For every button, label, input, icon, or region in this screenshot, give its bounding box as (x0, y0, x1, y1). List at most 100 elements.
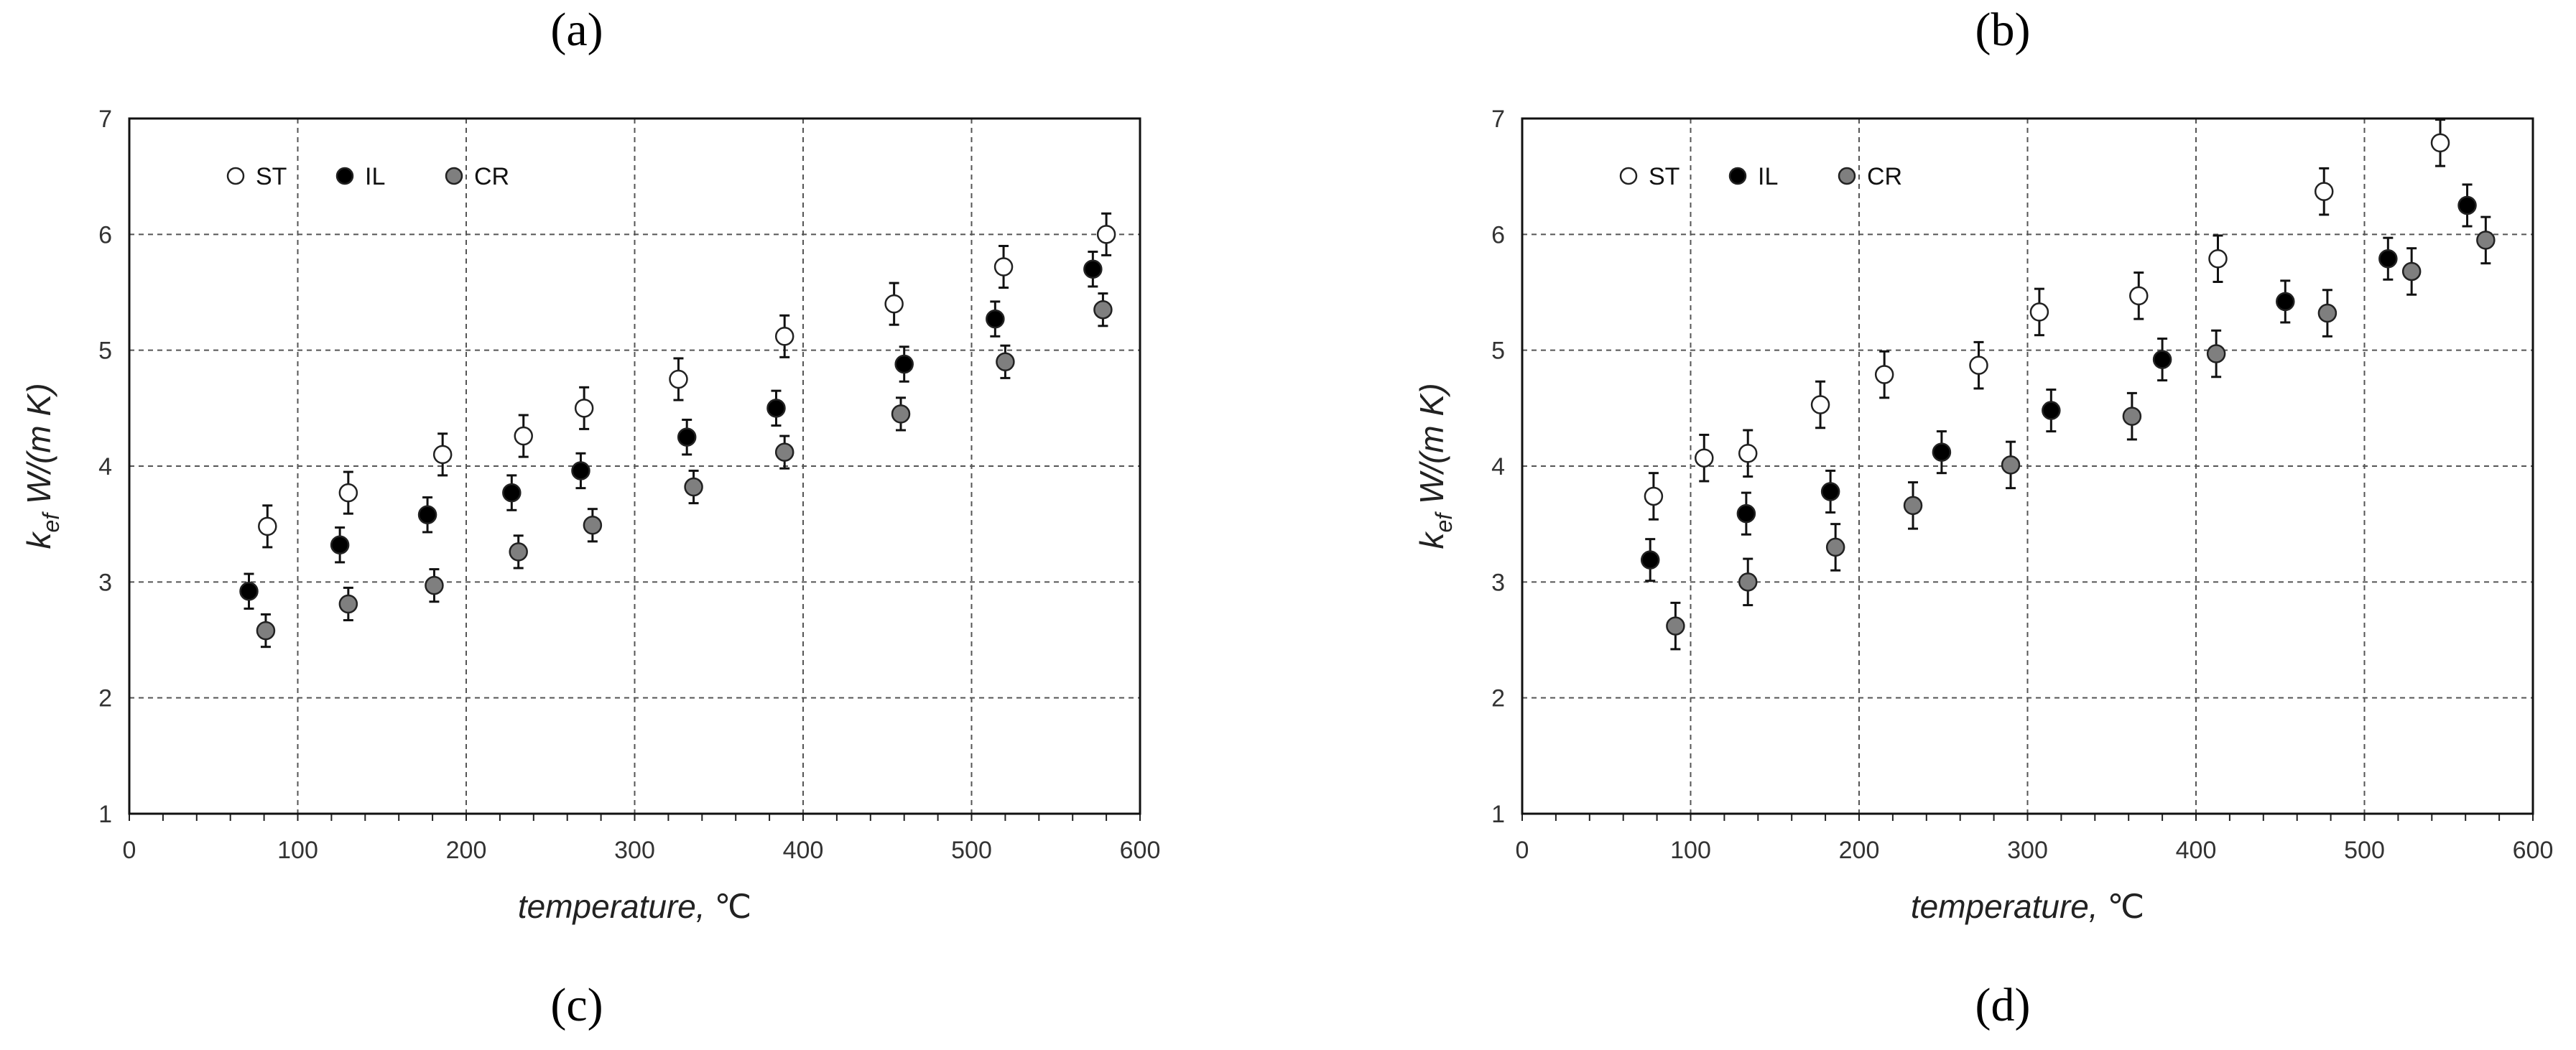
x-tick-label: 400 (783, 837, 824, 864)
data-point-cr (891, 404, 911, 424)
data-point-st (2430, 133, 2450, 153)
series-il (239, 251, 1103, 610)
x-tick-label: 0 (123, 837, 136, 864)
y-tick-label: 7 (1491, 106, 1505, 133)
legend-marker-cr (445, 167, 463, 185)
data-point-st (258, 516, 277, 536)
data-point-il (571, 461, 590, 480)
data-point-st (669, 369, 688, 389)
data-point-cr (256, 621, 276, 641)
data-point-cr (338, 594, 358, 614)
data-point-st (574, 399, 594, 418)
y-tick-label: 5 (1491, 338, 1505, 365)
legend: ST IL CR (226, 163, 509, 190)
chart-left: 0 100 200 300 400 500 600 1 2 3 4 5 6 7 temperature, ℃… (20, 106, 1160, 925)
x-tick-label: 500 (951, 837, 992, 864)
legend-label-st: ST (256, 163, 287, 190)
data-point-il (2152, 350, 2172, 369)
panel-label-a: (a) (550, 4, 603, 56)
data-point-cr (996, 352, 1015, 372)
data-point-il (2042, 401, 2061, 420)
panel-label-b: (b) (1975, 4, 2031, 56)
y-axis-title: kef W/(m K) (20, 383, 64, 549)
data-point-il (2457, 195, 2477, 215)
data-point-st (338, 483, 358, 503)
y-tick-label: 6 (1491, 221, 1505, 248)
data-point-st (2129, 286, 2149, 306)
data-point-cr (425, 575, 444, 595)
x-tick-label: 200 (1839, 837, 1880, 864)
data-point-il (1640, 550, 1660, 570)
data-point-cr (684, 477, 703, 497)
legend-label-cr: CR (1867, 163, 1902, 190)
series-st (1644, 119, 2450, 521)
y-tick-label: 2 (98, 685, 112, 712)
x-tick-label: 0 (1516, 837, 1529, 864)
data-point-cr (2206, 344, 2226, 363)
data-point-st (1969, 356, 1988, 375)
y-tick-label: 7 (98, 106, 112, 133)
plot-frame (1521, 117, 2534, 815)
data-point-il (986, 309, 1005, 329)
data-point-cr (774, 442, 794, 462)
data-point-il (1932, 442, 1952, 462)
y-tick-label: 6 (98, 221, 112, 248)
data-point-cr (509, 542, 528, 562)
series-cr (1666, 215, 2496, 651)
data-point-cr (1666, 616, 1685, 636)
y-tick-label: 3 (98, 569, 112, 596)
x-tick-label: 200 (446, 837, 487, 864)
legend-marker-il (335, 167, 354, 185)
y-tick-label: 4 (1491, 453, 1505, 480)
data-point-il (894, 354, 914, 374)
y-tick-label: 4 (98, 453, 112, 480)
x-tick-label: 100 (1670, 837, 1711, 864)
x-tick-label: 100 (277, 837, 318, 864)
data-point-il (2378, 248, 2398, 269)
y-axis-title: kef W/(m K) (1413, 383, 1457, 549)
legend-marker-cr (1838, 167, 1856, 185)
y-tick-label: 1 (98, 801, 112, 828)
legend-label-il: IL (1758, 163, 1778, 190)
data-point-il (1083, 259, 1103, 279)
y-tick-label: 2 (1491, 685, 1505, 712)
data-point-il (417, 505, 437, 525)
data-point-st (1738, 444, 1758, 463)
data-point-cr (583, 516, 603, 535)
data-point-cr (2317, 303, 2338, 323)
legend: ST IL CR (1619, 163, 1902, 190)
data-point-st (884, 294, 904, 314)
plot-frame (128, 117, 1141, 815)
data-point-il (677, 427, 697, 447)
legend-label-il: IL (365, 163, 385, 190)
data-point-cr (1093, 299, 1113, 320)
data-point-cr (1825, 537, 1845, 557)
data-point-st (1644, 486, 1664, 506)
data-point-il (766, 399, 786, 418)
x-axis-title: temperature, ℃ (1911, 888, 2144, 925)
data-point-st (1096, 225, 1116, 244)
data-point-il (239, 581, 259, 601)
data-point-il (2276, 292, 2295, 312)
data-point-cr (2476, 231, 2496, 250)
data-point-cr (2401, 261, 2422, 282)
data-point-st (774, 327, 794, 346)
y-tick-label: 5 (98, 338, 112, 365)
legend-marker-st (226, 167, 245, 185)
y-tick-label: 1 (1491, 801, 1505, 828)
x-tick-label: 600 (2513, 837, 2554, 864)
data-point-cr (2122, 406, 2142, 426)
legend-label-st: ST (1649, 163, 1680, 190)
data-point-cr (1903, 496, 1923, 516)
x-tick-label: 300 (2007, 837, 2048, 864)
data-point-il (1820, 482, 1840, 501)
data-point-st (432, 445, 453, 465)
series-il (1640, 183, 2477, 582)
x-tick-label: 300 (614, 837, 655, 864)
panel-label-c: (c) (550, 979, 603, 1031)
data-point-st (1874, 365, 1894, 384)
x-tick-label: 500 (2344, 837, 2385, 864)
legend-marker-st (1619, 167, 1638, 185)
data-point-st (2029, 302, 2049, 322)
data-point-st (2314, 182, 2334, 201)
